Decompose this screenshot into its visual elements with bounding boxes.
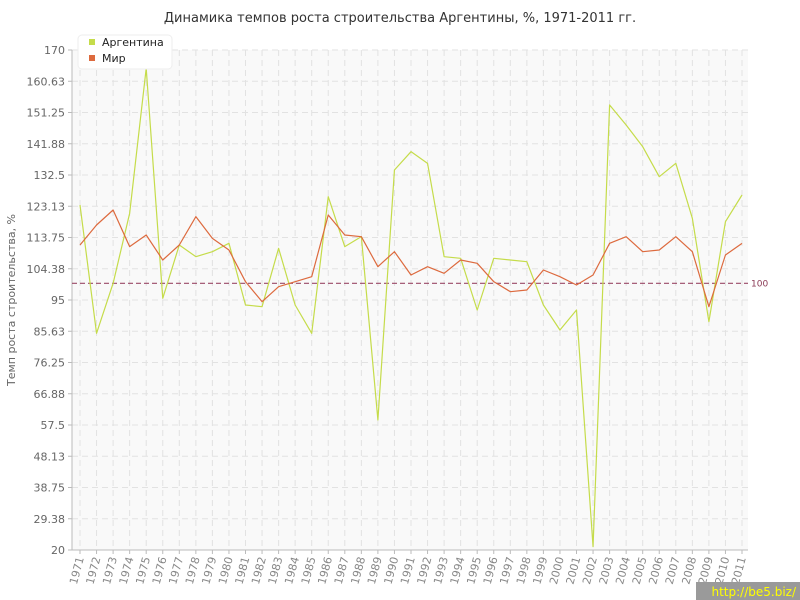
reference-line-label: 100 <box>751 279 768 289</box>
y-tick-label: 20 <box>51 544 65 557</box>
y-tick-label: 76.25 <box>34 357 66 370</box>
y-tick-label: 48.13 <box>34 450 66 463</box>
legend: Аргентина Мир <box>77 34 173 70</box>
y-axis-label: Темп роста строительства, % <box>5 214 18 387</box>
y-axis-ticks: 20 29.38 38.75 48.13 57.5 66.88 76.25 85.63 95 10… <box>27 44 72 557</box>
y-tick-label: 85.63 <box>34 325 66 338</box>
y-tick-label: 113.75 <box>27 232 66 245</box>
x-axis-ticks: 1971197219731974197519761977197819791980… <box>67 550 749 586</box>
legend-box <box>77 34 173 70</box>
y-tick-label: 141.88 <box>27 138 66 151</box>
legend-swatch-world <box>89 55 95 61</box>
y-tick-label: 29.38 <box>34 513 66 526</box>
legend-label-argentina[interactable]: Аргентина <box>102 36 164 49</box>
y-tick-label: 38.75 <box>34 482 66 495</box>
chart-title: Динамика темпов роста строительства Арге… <box>164 11 636 26</box>
series-line-argentina[interactable] <box>79 67 743 548</box>
watermark-link[interactable]: http://be5.biz/ <box>711 585 796 599</box>
legend-swatch-argentina <box>89 39 95 45</box>
y-tick-label: 123.13 <box>27 200 66 213</box>
y-tick-label: 170 <box>44 44 65 57</box>
y-tick-label: 66.88 <box>34 388 66 401</box>
watermark-background <box>696 582 800 600</box>
y-tick-label: 95 <box>51 294 65 307</box>
y-tick-label: 104.38 <box>27 263 66 276</box>
y-tick-label: 132.5 <box>34 169 66 182</box>
y-tick-label: 160.63 <box>27 75 66 88</box>
legend-label-world[interactable]: Мир <box>102 52 126 65</box>
series-lines <box>79 67 743 548</box>
series-line-world[interactable] <box>79 209 743 308</box>
y-tick-label: 151.25 <box>27 107 66 120</box>
y-tick-label: 57.5 <box>41 419 66 432</box>
grid <box>72 49 748 550</box>
